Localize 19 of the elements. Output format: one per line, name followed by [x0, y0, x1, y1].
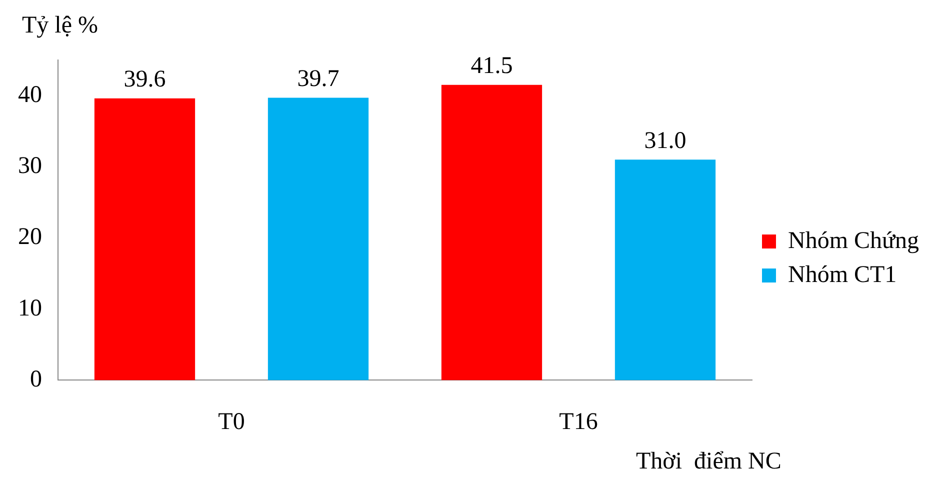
legend-label: Nhóm CT1: [788, 262, 897, 288]
bar: [614, 160, 716, 380]
data-label: 39.6: [124, 66, 166, 93]
y-tick-label: 20: [18, 224, 42, 250]
y-tick-label: 10: [18, 295, 42, 322]
y-tick-label: 0: [30, 366, 42, 392]
bar: [268, 98, 369, 380]
y-tick-label: 30: [18, 153, 42, 180]
data-label: 39.7: [297, 66, 340, 92]
bar: [441, 84, 542, 380]
data-label: 41.5: [470, 53, 513, 80]
x-tick-label: T16: [559, 408, 598, 435]
legend-label: Nhóm Chứng: [788, 228, 919, 254]
y-axis-title: Tỷ lệ %: [22, 12, 98, 38]
bar: [94, 98, 196, 380]
x-axis-title: Thời điểm NC: [636, 448, 782, 474]
y-tick-label: 40: [18, 82, 42, 108]
x-tick-label: T0: [218, 408, 245, 435]
data-label: 31.0: [644, 128, 686, 154]
